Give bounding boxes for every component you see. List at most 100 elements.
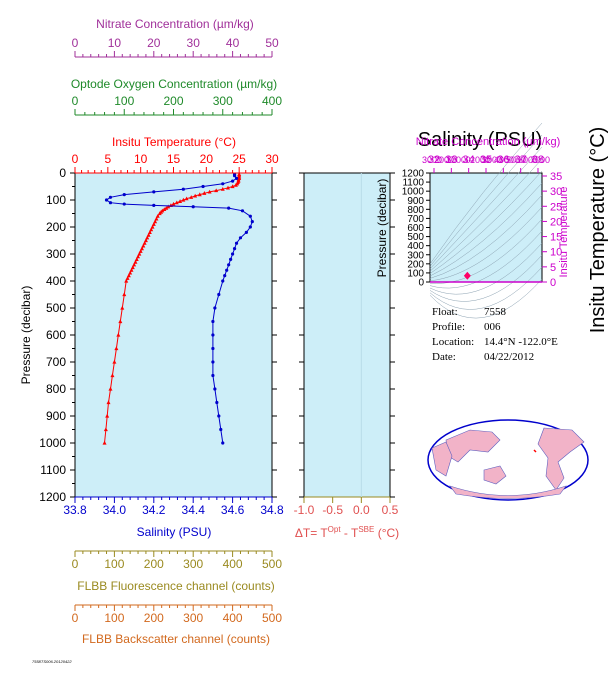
profile-row: Profile: 006 bbox=[432, 320, 558, 335]
temperature-point bbox=[178, 199, 183, 203]
ts-contour bbox=[429, 182, 543, 277]
ts-points bbox=[463, 271, 471, 280]
ts-y-tick-label: 500 bbox=[407, 232, 424, 243]
ts-right-tick-label: 15 bbox=[550, 232, 562, 244]
ts-y-tick-label: 800 bbox=[407, 205, 424, 216]
main-y-tick-label: 1200 bbox=[39, 490, 66, 504]
ts-contour bbox=[429, 134, 543, 267]
map-float-marker bbox=[533, 449, 537, 453]
main-profile-panel: 0 100 200 300 400 500 600 700 800 900 1000 1100 1200 bbox=[39, 166, 277, 504]
temperature-axis-tick-label: 10 bbox=[134, 152, 148, 166]
temperature-point bbox=[214, 188, 219, 193]
temperature-point bbox=[102, 440, 107, 445]
salinity-point bbox=[227, 263, 231, 267]
temperature-axis: 0 5 10 15 20 25 30 bbox=[72, 152, 279, 174]
salinity-point bbox=[152, 190, 156, 194]
salinity-axis-tick-label: 34.0 bbox=[103, 503, 127, 517]
ts-right-tick-label: 20 bbox=[550, 216, 562, 228]
temperature-point bbox=[130, 265, 135, 270]
ts-top-overlay-tick-label: 0 bbox=[465, 155, 470, 165]
backscatter-axis: 0 100 200 300 400 500 bbox=[72, 604, 282, 625]
salinity-axis-tick-label: 34.6 bbox=[221, 503, 245, 517]
temperature-point bbox=[136, 254, 141, 259]
delta-t-axis-label: ΔT= TOpt - TSBE (°C) bbox=[295, 525, 399, 540]
temperature-point bbox=[202, 191, 207, 195]
temperature-point bbox=[124, 278, 129, 283]
main-y-tick-label: 200 bbox=[46, 220, 66, 234]
salinity-point bbox=[248, 225, 252, 229]
temperature-point bbox=[118, 319, 123, 324]
salinity-point bbox=[221, 441, 225, 445]
nitrate-axis-tick-label: 50 bbox=[265, 36, 279, 50]
temperature-point bbox=[149, 227, 154, 232]
fluorescence-axis-tick-label: 500 bbox=[262, 557, 282, 571]
salinity-point bbox=[232, 247, 237, 251]
temperature-point bbox=[108, 386, 113, 391]
temperature-point bbox=[193, 193, 198, 198]
temperature-point bbox=[137, 251, 142, 256]
fluorescence-axis: 0 100 200 300 400 500 bbox=[72, 550, 282, 571]
salinity-point bbox=[122, 193, 126, 197]
temperature-point bbox=[157, 211, 162, 216]
nitrate-axis-tick-label: 20 bbox=[147, 36, 161, 50]
location-value: 14.4°N -122.0°E bbox=[484, 336, 558, 348]
temperature-point bbox=[128, 270, 133, 275]
main-y-tick-label: 700 bbox=[46, 355, 66, 369]
ts-top-tick-label: 34 bbox=[463, 154, 475, 166]
temperature-axis-tick-label: 0 bbox=[72, 152, 79, 166]
salinity-point bbox=[201, 184, 205, 189]
ts-y-tick-label: 300 bbox=[407, 250, 424, 261]
salinity-point bbox=[215, 400, 219, 405]
map-land-australia bbox=[483, 465, 507, 485]
salinity-point bbox=[108, 201, 113, 205]
ts-top-overlay-tick-label: 3000 bbox=[422, 155, 442, 165]
main-y-tick-label: 100 bbox=[46, 193, 66, 207]
salinity-point bbox=[211, 319, 215, 324]
salinity-axis-tick-label: 33.8 bbox=[63, 503, 87, 517]
backscatter-axis-tick-label: 500 bbox=[262, 611, 282, 625]
salinity-point bbox=[104, 198, 109, 202]
location-label: Location: bbox=[432, 336, 475, 348]
temperature-point bbox=[138, 249, 143, 253]
salinity-point bbox=[234, 241, 239, 245]
main-y-tick-label: 800 bbox=[46, 382, 66, 396]
temperature-axis-tick-label: 30 bbox=[265, 152, 279, 166]
temperature-point bbox=[141, 243, 146, 248]
main-y-tick-label: 500 bbox=[46, 301, 66, 315]
ts-top-overlay-tick-label: 6000 bbox=[518, 155, 538, 165]
fluorescence-axis-tick-label: 100 bbox=[104, 557, 124, 571]
temperature-point bbox=[171, 201, 176, 206]
salinity-point bbox=[234, 176, 239, 180]
ts-contour bbox=[429, 254, 543, 302]
ts-top-overlay-tick-label: 5000 bbox=[506, 155, 526, 165]
oxygen-axis-tick-label: 0 bbox=[72, 94, 79, 108]
temperature-point bbox=[129, 268, 134, 272]
ts-top-overlay-tick-label: 1000 bbox=[446, 155, 466, 165]
ts-top-label: Nitrate Concentration (µm/kg) bbox=[416, 136, 561, 148]
temperature-point bbox=[139, 246, 144, 251]
salinity-line bbox=[105, 174, 253, 444]
ts-y-tick-label: 900 bbox=[407, 196, 424, 207]
temperature-point bbox=[220, 187, 225, 191]
ts-y-tick-label: 0 bbox=[418, 278, 424, 289]
ts-right-tick-label: 10 bbox=[550, 247, 562, 259]
nitrate-axis-label: Nitrate Concentration (µm/kg) bbox=[96, 17, 254, 31]
date-value: 04/22/2012 bbox=[484, 351, 535, 363]
salinity-point bbox=[213, 306, 217, 310]
salinity-point bbox=[231, 252, 235, 256]
ts-y-tick-label: 700 bbox=[407, 214, 424, 225]
backscatter-axis-tick-label: 200 bbox=[144, 611, 164, 625]
delta-t-panel: -1.0 -0.5 0.0 0.5 ΔT= TOpt - TSBE (°C) bbox=[294, 172, 399, 540]
ts-right-tick-label: 25 bbox=[550, 201, 562, 213]
temperature-point bbox=[143, 238, 148, 243]
main-y-axis-label: Pressure (decibar) bbox=[19, 286, 33, 385]
salinity-point bbox=[211, 346, 215, 351]
salinity-point bbox=[217, 292, 221, 297]
ts-top-tick-label: 38 bbox=[532, 154, 544, 166]
ts-y-tick-label: 1200 bbox=[402, 169, 425, 180]
temperature-point bbox=[134, 257, 139, 261]
main-y-tick-label: 300 bbox=[46, 247, 66, 261]
temperature-point bbox=[150, 224, 155, 229]
backscatter-axis-tick-label: 0 bbox=[72, 611, 79, 625]
temperature-point bbox=[112, 359, 117, 364]
